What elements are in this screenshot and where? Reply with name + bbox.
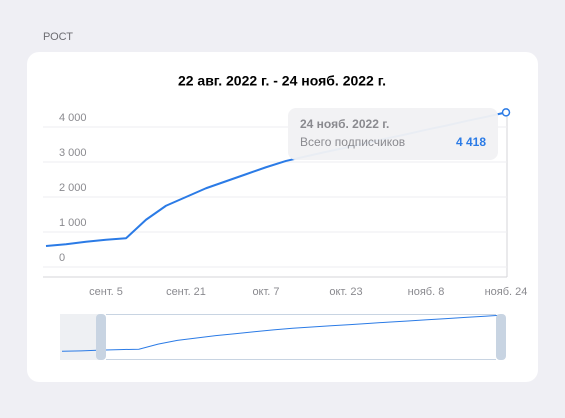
y-tick-label: 1 000 — [59, 217, 87, 229]
tooltip-box — [288, 108, 498, 160]
tooltip-series-name: Всего подписчиков — [300, 135, 405, 149]
y-tick-label: 4 000 — [59, 112, 87, 124]
tooltip: 24 нояб. 2022 г. Всего подписчиков 4 418 — [288, 108, 498, 160]
minimap-line — [61, 314, 505, 352]
tooltip-point — [501, 108, 511, 117]
minimap-outside — [60, 314, 100, 360]
x-tick-label: окт. 23 — [329, 286, 362, 298]
y-tick-label: 2 000 — [59, 182, 87, 194]
y-tick-label: 0 — [59, 252, 65, 264]
x-tick-label: нояб. 8 — [408, 286, 445, 298]
x-tick-label: нояб. 24 — [485, 286, 528, 298]
minimap[interactable] — [60, 314, 506, 360]
minimap-handle-right[interactable] — [496, 314, 506, 360]
minimap-lines — [61, 314, 505, 352]
x-tick-label: сент. 21 — [166, 286, 206, 298]
y-tick-label: 3 000 — [59, 147, 87, 159]
section-label: РОСТ — [43, 31, 73, 43]
minimap-handle-left[interactable] — [96, 314, 106, 360]
x-tick-label: сент. 5 — [89, 286, 123, 298]
tooltip-date: 24 нояб. 2022 г. — [300, 117, 389, 131]
x-tick-label: окт. 7 — [252, 286, 279, 298]
tooltip-value: 4 418 — [456, 135, 486, 149]
chart-title: 22 авг. 2022 г. - 24 нояб. 2022 г. — [178, 73, 386, 89]
